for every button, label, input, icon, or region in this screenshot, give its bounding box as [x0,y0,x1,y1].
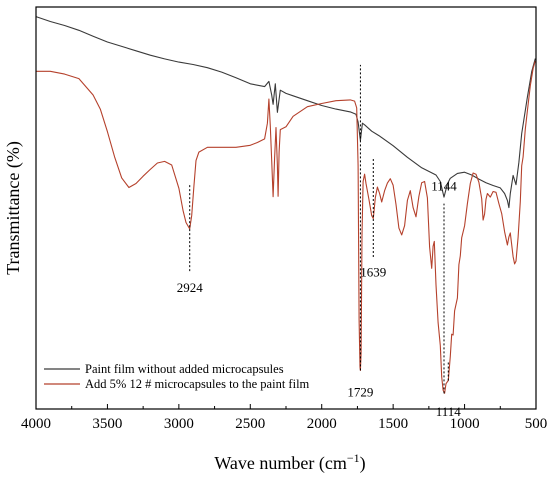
annotation-layer: 2924 1729 1639 1144 1114 [177,64,462,419]
x-axis-label-superscript: −1 [347,451,360,465]
x-axis-label-close: ) [360,453,366,474]
y-axis-label: Transmittance (%) [3,141,24,275]
x-tick-label: 2500 [235,416,265,432]
x-tick-label: 3000 [164,416,194,432]
peak-label-1729: 1729 [347,385,373,400]
x-tick-label: 1500 [378,416,408,432]
series-line-1 [35,16,536,209]
x-axis: 4000 3500 3000 2500 2000 1500 1000 500 [21,404,547,432]
legend: Paint film without added microcapsulesAd… [44,362,310,391]
peak-label-1144: 1144 [431,179,457,194]
x-tick-label: 1000 [450,416,480,432]
x-axis-label-main: Wave number (cm [214,453,347,474]
peak-label-2924: 2924 [177,280,204,295]
x-tick-label: 500 [525,416,548,432]
x-tick-label: 4000 [21,416,51,432]
peak-label-1114: 1114 [436,404,462,419]
x-tick-label: 3500 [92,416,122,432]
legend-label-2: Add 5% 12 # microcapsules to the paint f… [85,377,310,391]
legend-label-1: Paint film without added microcapsules [85,362,284,376]
series-line-2 [36,60,536,394]
x-tick-label: 2000 [307,416,337,432]
peak-label-1639: 1639 [360,265,386,280]
x-axis-label: Wave number (cm−1) [214,451,365,474]
series-layer [35,16,536,394]
